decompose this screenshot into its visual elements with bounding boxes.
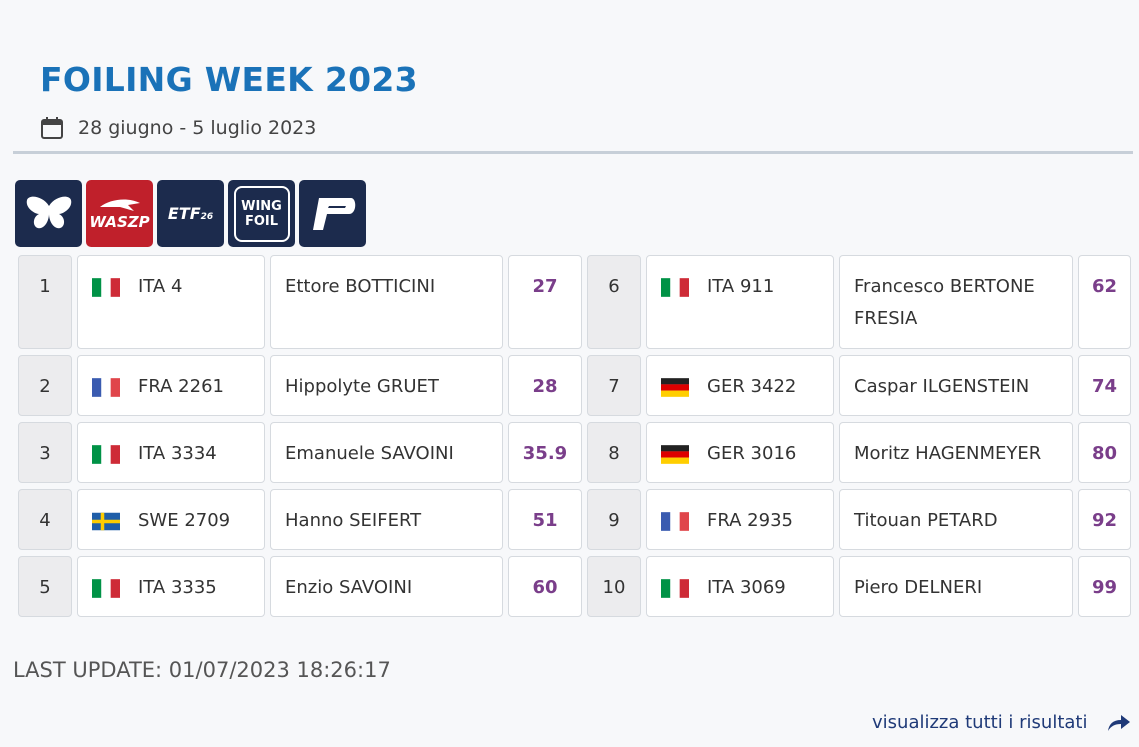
points: 74 xyxy=(1078,355,1131,416)
sailor: Piero DELNERI xyxy=(839,556,1073,617)
rank: 8 xyxy=(587,422,641,483)
sail-number: SWE 2709 xyxy=(138,510,231,531)
sail-cell: FRA 2261 xyxy=(77,355,265,416)
page-title: FOILING WEEK 2023 xyxy=(40,60,418,99)
sail-number: ITA 3069 xyxy=(707,577,786,598)
sailor: Moritz HAGENMEYER xyxy=(839,422,1073,483)
logo-text: WASZP xyxy=(89,212,150,231)
results-table: 1 ITA 4 Ettore BOTTICINI 27 6 ITA 911 Fr… xyxy=(18,255,1131,617)
points: 62 xyxy=(1078,255,1131,349)
points: 60 xyxy=(508,556,582,617)
sail-number: ITA 3334 xyxy=(138,443,217,464)
rank: 6 xyxy=(587,255,641,349)
divider xyxy=(13,151,1133,154)
sail-number: GER 3016 xyxy=(707,443,797,464)
points: 28 xyxy=(508,355,582,416)
sail-cell: FRA 2935 xyxy=(646,489,834,550)
rank: 2 xyxy=(18,355,72,416)
sail-cell: ITA 3334 xyxy=(77,422,265,483)
rank: 4 xyxy=(18,489,72,550)
rank: 10 xyxy=(587,556,641,617)
logo-waszp[interactable]: WASZP xyxy=(86,180,153,247)
logo-text: ETF xyxy=(167,204,201,223)
dates-text: 28 giugno - 5 luglio 2023 xyxy=(78,117,317,139)
sail-number: ITA 4 xyxy=(138,276,183,297)
sail-number: FRA 2261 xyxy=(138,376,224,397)
sail-number: FRA 2935 xyxy=(707,510,793,531)
sailor: Emanuele SAVOINI xyxy=(270,422,503,483)
class-logos: WASZP ETF 26 WING FOIL xyxy=(15,180,366,247)
rank: 9 xyxy=(587,489,641,550)
rank: 1 xyxy=(18,255,72,349)
event-dates: 28 giugno - 5 luglio 2023 xyxy=(40,116,316,140)
sail-cell: GER 3422 xyxy=(646,355,834,416)
sailor: Hanno SEIFERT xyxy=(270,489,503,550)
logo-text: FOIL xyxy=(244,213,279,229)
link-text[interactable]: visualizza tutti i risultati xyxy=(872,712,1088,733)
sailor: Titouan PETARD xyxy=(839,489,1073,550)
points: 80 xyxy=(1078,422,1131,483)
logo-etf[interactable]: ETF 26 xyxy=(157,180,224,247)
all-results-link[interactable]: visualizza tutti i risultati xyxy=(872,712,1131,733)
sail-number: GER 3422 xyxy=(707,376,797,397)
sailor: Francesco BERTONE FRESIA xyxy=(839,255,1073,349)
points: 35.9 xyxy=(508,422,582,483)
points: 51 xyxy=(508,489,582,550)
last-update: LAST UPDATE: 01/07/2023 18:26:17 xyxy=(13,658,391,682)
sailor: Hippolyte GRUET xyxy=(270,355,503,416)
logo-butterfly[interactable] xyxy=(15,180,82,247)
sailor: Ettore BOTTICINI xyxy=(270,255,503,349)
logo-text: 26 xyxy=(200,211,214,222)
logo-wingfoil[interactable]: WING FOIL xyxy=(228,180,295,247)
sail-cell: ITA 3069 xyxy=(646,556,834,617)
sail-number: ITA 911 xyxy=(707,276,775,297)
rank: 7 xyxy=(587,355,641,416)
calendar-icon xyxy=(41,117,63,139)
sail-cell: ITA 911 xyxy=(646,255,834,349)
points: 92 xyxy=(1078,489,1131,550)
sail-cell: ITA 3335 xyxy=(77,556,265,617)
logo-p[interactable] xyxy=(299,180,366,247)
sailor: Enzio SAVOINI xyxy=(270,556,503,617)
rank: 3 xyxy=(18,422,72,483)
rank: 5 xyxy=(18,556,72,617)
sail-number: ITA 3335 xyxy=(138,577,217,598)
sail-cell: ITA 4 xyxy=(77,255,265,349)
points: 27 xyxy=(508,255,582,349)
points: 99 xyxy=(1078,556,1131,617)
share-arrow[interactable] xyxy=(1107,713,1131,733)
sailor: Caspar ILGENSTEIN xyxy=(839,355,1073,416)
sail-cell: SWE 2709 xyxy=(77,489,265,550)
sail-cell: GER 3016 xyxy=(646,422,834,483)
logo-text: WING xyxy=(241,198,282,214)
